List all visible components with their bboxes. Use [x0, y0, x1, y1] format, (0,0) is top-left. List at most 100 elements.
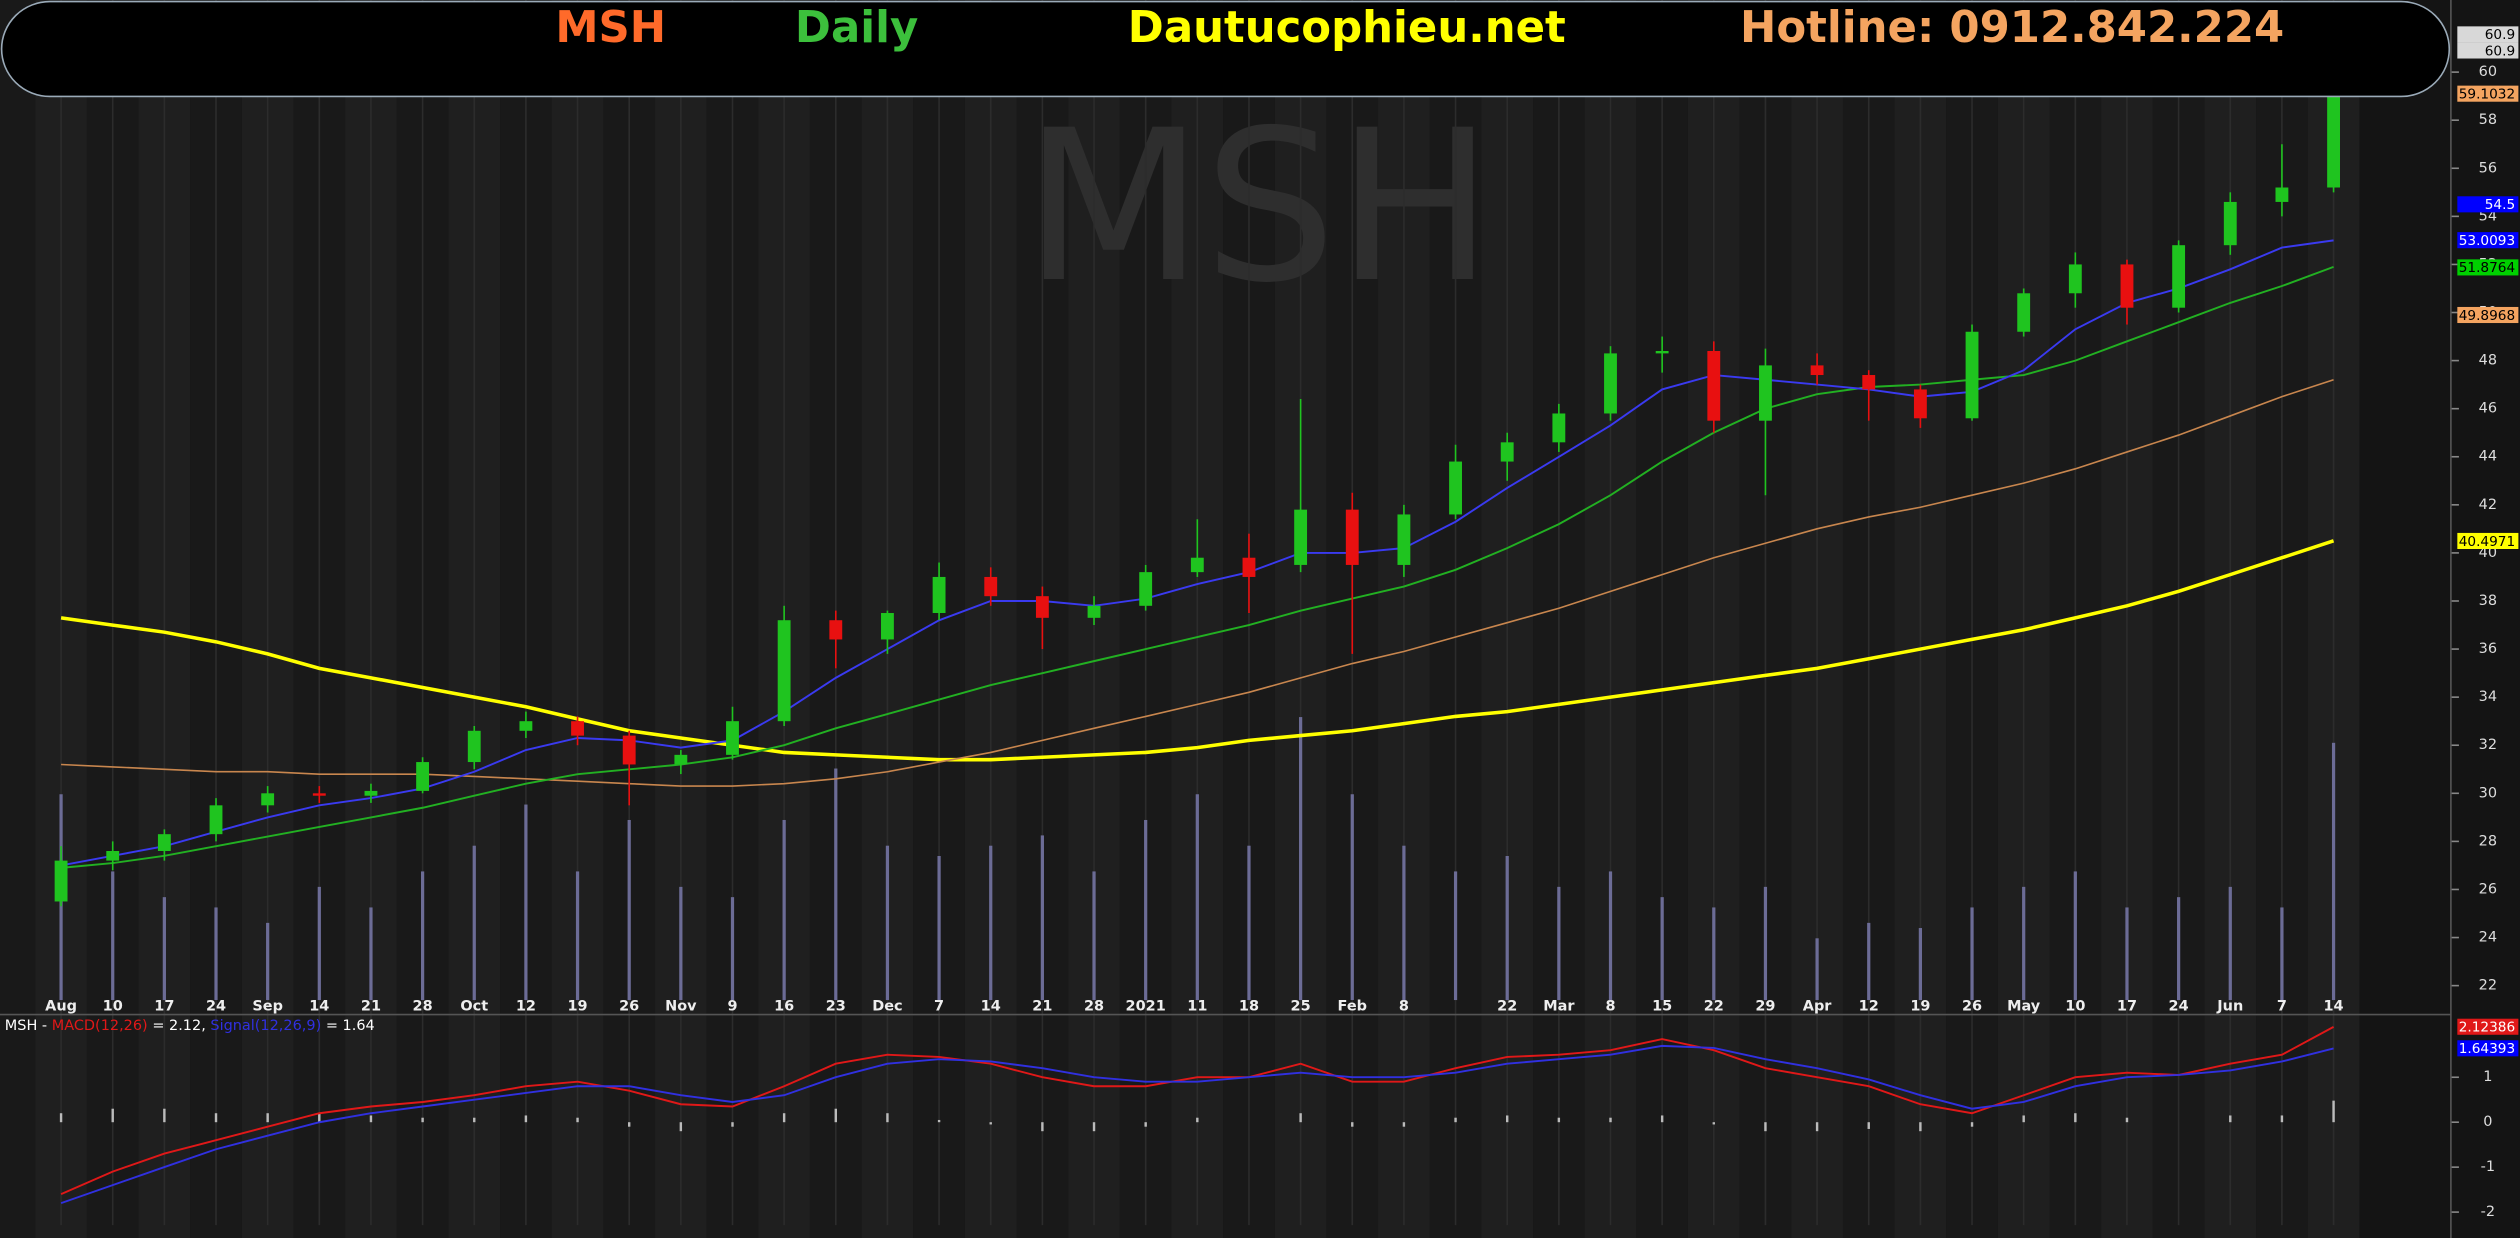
x-tick-label: Aug [45, 998, 77, 1014]
volume-bar [1712, 907, 1716, 1001]
y-tick-label: 60 [2479, 64, 2497, 80]
y-tick-label: 0 [2483, 1114, 2492, 1130]
price-label-box [2457, 196, 2519, 213]
x-tick-label: 28 [413, 998, 433, 1014]
x-tick-label: 17 [154, 998, 174, 1014]
y-tick-label: 1 [2483, 1069, 2492, 1085]
candle-body [674, 754, 688, 765]
price-label: 54.5 [2485, 197, 2515, 213]
x-tick-label: 7 [2277, 998, 2287, 1014]
legend-text: MSH - [5, 1018, 47, 1034]
candle-body [622, 735, 636, 765]
price-label-box [2457, 259, 2519, 276]
legend-text: = 1.64 [326, 1018, 375, 1034]
candle-body [261, 793, 275, 806]
price-label: 1.64393 [2459, 1041, 2515, 1057]
price-label: 59.1032 [2459, 86, 2515, 102]
candle-body [2172, 245, 2186, 308]
candle-body [2275, 187, 2289, 202]
price-label: 51.8764 [2459, 260, 2515, 276]
volume-bar [1505, 855, 1509, 1001]
candle-body [1604, 353, 1617, 414]
moving-average [61, 378, 2334, 787]
y-tick-label: 46 [2479, 401, 2497, 417]
moving-average [60, 539, 2335, 762]
candle-body [157, 834, 171, 852]
x-tick-label: Mar [1543, 998, 1575, 1014]
x-tick-label: 24 [2169, 998, 2189, 1014]
candle-body [1965, 331, 1979, 419]
x-tick-label: 21 [361, 998, 381, 1014]
x-tick-label: 25 [1291, 998, 1311, 1014]
price-label-box [2457, 306, 2519, 324]
x-tick-label: 22 [1497, 998, 1517, 1014]
y-tick-label: 48 [2479, 353, 2497, 369]
x-tick-label: 10 [103, 998, 123, 1014]
price-label: 40.4971 [2459, 534, 2515, 550]
volume-bar [266, 922, 270, 1001]
x-tick-label: Feb [1338, 998, 1367, 1014]
price-label-box [2457, 26, 2519, 43]
y-tick-label: 24 [2479, 930, 2497, 946]
volume-bar [214, 907, 218, 1001]
candle-body [416, 762, 430, 791]
x-tick-label: 21 [1032, 998, 1052, 1014]
volume-bar [627, 819, 631, 1001]
volume-bar [2125, 907, 2129, 1001]
price-label: 53.0093 [2459, 233, 2515, 249]
price-label-box [2457, 42, 2519, 59]
price-label-box [2457, 532, 2519, 549]
volume-bar [472, 845, 476, 1001]
volume-bar [1557, 886, 1561, 1001]
volume-bar [1763, 886, 1768, 1001]
x-tick-label: 10 [2065, 998, 2085, 1014]
volume-bar [524, 804, 528, 1001]
volume-bar [162, 897, 166, 1001]
y-tick-label: 44 [2479, 449, 2497, 465]
moving-average [60, 265, 2334, 869]
x-tick-label: 16 [774, 998, 794, 1014]
x-tick-label: 11 [1187, 998, 1207, 1014]
x-tick-label: 23 [826, 998, 846, 1014]
volume-bar [730, 897, 735, 1001]
price-label-box [2457, 1040, 2519, 1057]
x-tick-label: 8 [1605, 998, 1615, 1014]
y-tick-label: 30 [2479, 785, 2497, 801]
candle-body [2017, 293, 2031, 332]
volume-bar [1040, 835, 1044, 1001]
candle-body [2120, 264, 2134, 308]
candle-body [1035, 596, 1049, 618]
candle-body [1913, 389, 1927, 419]
candle-body [571, 721, 584, 736]
volume-bar [1247, 845, 1251, 1001]
price-label: 49.8968 [2459, 308, 2515, 324]
volume-bar [1918, 928, 1922, 1001]
moving-average [60, 239, 2334, 867]
macd-legend: MSH - MACD(12,26) = 2.12, Signal(12,26,9… [5, 1018, 375, 1034]
candle-body [1500, 442, 1514, 462]
candle-body [1190, 557, 1204, 573]
candle-body [209, 805, 223, 835]
macd-line [60, 1044, 2334, 1205]
x-tick-label: 12 [1859, 998, 1879, 1014]
candle-body [1552, 413, 1566, 443]
y-tick-label: 42 [2479, 497, 2497, 513]
x-tick-label: Sep [252, 998, 283, 1014]
x-tick-label: Nov [665, 998, 697, 1014]
volume-bar [2073, 871, 2077, 1001]
header-site: Dautucophieu.net [1128, 3, 1566, 53]
candle-body [932, 576, 946, 614]
candle-body [726, 721, 739, 755]
candle-body [519, 721, 533, 731]
x-tick-label: Dec [872, 998, 902, 1014]
candle-body [1087, 605, 1101, 618]
volume-bar [1453, 871, 1458, 1001]
y-tick-label: 58 [2479, 112, 2497, 128]
candle-body [2223, 201, 2237, 246]
candle-body [312, 793, 326, 796]
volume-bar [1350, 794, 1354, 1001]
volume-bar [834, 768, 838, 1001]
price-label-box [2457, 85, 2519, 102]
volume-bar [885, 845, 890, 1001]
